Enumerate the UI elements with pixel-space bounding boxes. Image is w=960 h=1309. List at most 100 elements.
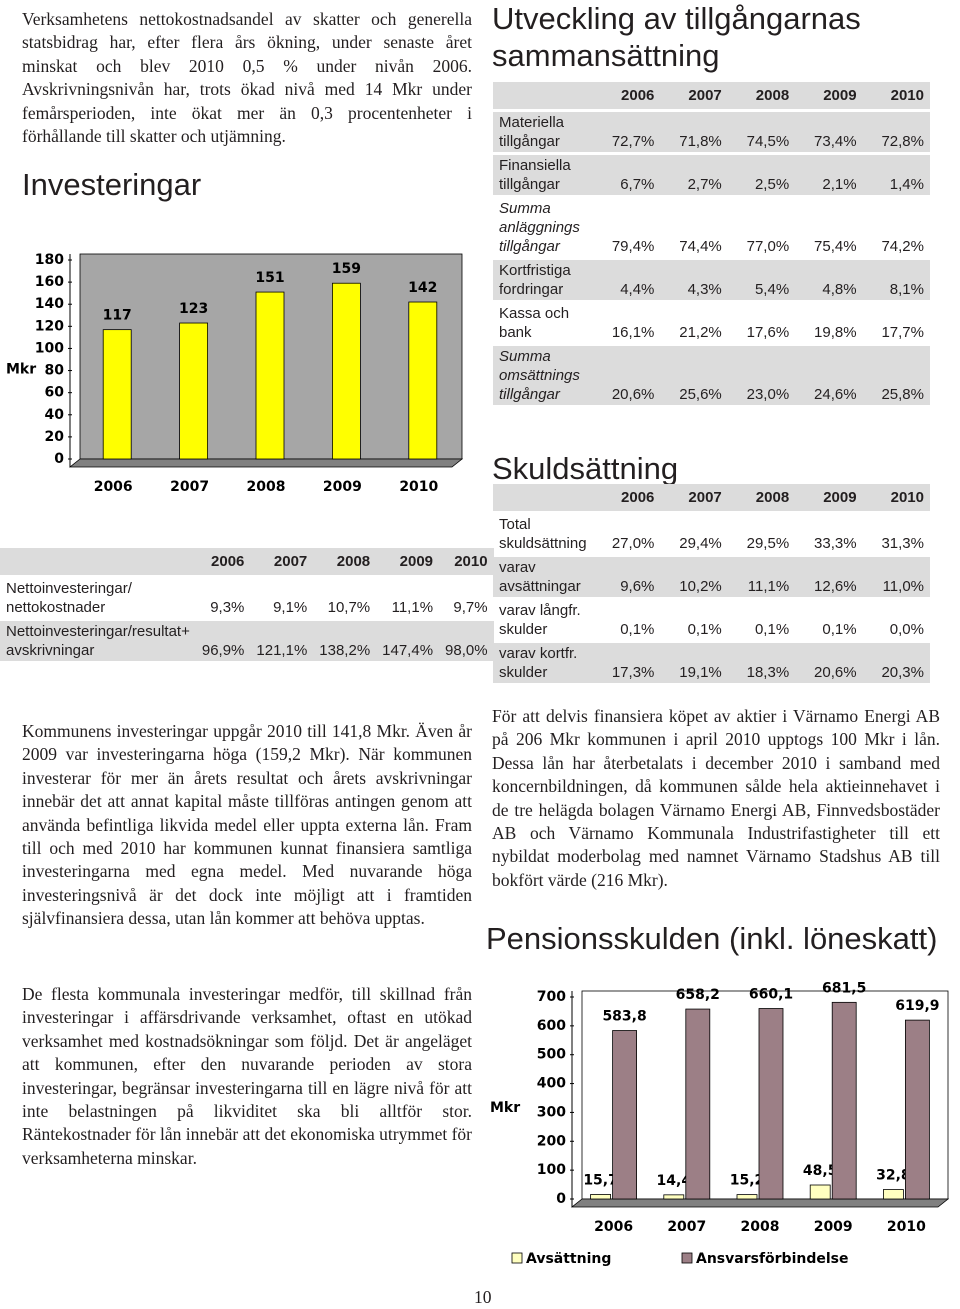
cell: 29,5% <box>746 535 790 552</box>
data-label: 48,5 <box>803 1163 838 1179</box>
bar <box>904 1019 930 1200</box>
header-cell <box>0 548 196 575</box>
data-label: 619,9 <box>895 998 939 1014</box>
bar <box>736 1194 758 1200</box>
page-number: 10 <box>474 1287 492 1307</box>
heading: Utveckling av tillgångarnas sammansättni… <box>492 1 861 73</box>
cell: 31,3% <box>881 535 924 552</box>
header-cell: 2008 <box>727 484 796 511</box>
table-row: varav avsättningar 9,6% 10,2% 11,1% 12,6% 11,… <box>493 557 930 597</box>
bar <box>590 1194 611 1200</box>
bar <box>758 1008 784 1200</box>
plot-floor <box>570 1198 950 1208</box>
cell: 2,7% <box>660 155 728 195</box>
header-row: 2006 2007 2008 2009 2010 <box>0 548 494 575</box>
table: 2006 2007 2008 2009 2010 Nettoinvesteringar/ … <box>0 545 494 664</box>
header-cell: 2006 <box>195 548 251 575</box>
bar <box>809 1184 831 1200</box>
table-row: Summa omsättnings tillgångar 20,6% 25,6% 23… <box>493 346 930 405</box>
bar <box>331 282 361 460</box>
row-label: Total skuldsättning <box>499 516 587 552</box>
legend-swatch <box>511 1252 523 1264</box>
paragraph: De flesta kommunala investeringar medför… <box>22 984 473 1168</box>
cell: 6,7% <box>593 155 661 195</box>
cell: 25,6% <box>660 346 728 405</box>
y-tick-label: 0 <box>556 1191 566 1207</box>
table-row: Summa anläggnings tillgångar 79,4% 74,4% 77… <box>493 198 930 257</box>
cell: 17,6% <box>746 324 790 341</box>
x-tick-label: 2010 <box>399 479 438 495</box>
y-tick-label: 100 <box>537 1162 566 1178</box>
cell: 27,0% <box>611 535 655 552</box>
cell: 0,1% <box>754 621 790 638</box>
cell: 147,4% <box>376 621 440 661</box>
cell: 21,2% <box>679 324 722 341</box>
cell: 138,2% <box>313 621 377 661</box>
header-cell: 2007 <box>660 82 728 109</box>
bar <box>612 1030 637 1200</box>
header-cell <box>493 484 593 511</box>
cell: 0,1% <box>620 621 655 638</box>
bar <box>179 322 209 460</box>
row-label: varav långfr. skulder <box>499 602 581 638</box>
table-row: varav långfr. skulder 0,1% 0,1% 0,1% 0,1% 0,0… <box>493 600 930 640</box>
table-row: Nettoinvesteringar/resultat+ avskrivning… <box>0 621 494 661</box>
y-tick-label: 80 <box>45 363 65 379</box>
x-tick-label: 2008 <box>741 1219 780 1235</box>
cell: 75,4% <box>814 238 857 255</box>
x-tick-label: 2006 <box>94 479 133 495</box>
data-label: 151 <box>255 270 284 286</box>
legend-label: Ansvarsförbindelse <box>696 1251 849 1267</box>
cell: 4,3% <box>660 260 728 300</box>
y-tick-label: 100 <box>35 340 64 356</box>
paragraph: Verksamhetens nettokostnadsandel av skat… <box>22 9 472 147</box>
cell: 98,0% <box>439 621 494 661</box>
header-cell <box>493 82 593 109</box>
table-row: Finansiella tillgångar 6,7% 2,7% 2,5% 2,1% 1,… <box>493 155 930 195</box>
cell: 74,4% <box>679 238 722 255</box>
cell: 16,1% <box>611 324 655 341</box>
cell: 71,8% <box>660 112 728 152</box>
cell: 8,1% <box>862 260 930 300</box>
table: 2006 2007 2008 2009 2010 Materiella tillgånga… <box>493 79 930 408</box>
header-cell: 2008 <box>313 548 377 575</box>
header-cell: 2009 <box>376 548 440 575</box>
x-tick-label: 2010 <box>887 1219 926 1235</box>
cell: 2,1% <box>795 155 863 195</box>
table-row: Materiella tillgångar 72,7% 71,8% 74,5% 73,4… <box>493 112 930 152</box>
data-label: 15,2 <box>730 1173 765 1189</box>
cell: 20,3% <box>862 643 930 683</box>
x-tick-label: 2007 <box>667 1219 706 1235</box>
header-cell: 2007 <box>250 548 314 575</box>
header-row: 2006 2007 2008 2009 2010 <box>493 82 930 109</box>
table-row: Kortfristiga fordringar 4,4% 4,3% 5,4% 4,8% 8… <box>493 260 930 300</box>
row-label: Summa omsättnings tillgångar <box>493 346 593 405</box>
data-label: 123 <box>179 301 208 317</box>
plot-floor <box>68 458 464 468</box>
header-cell: 2006 <box>593 82 661 109</box>
table-row: Kassa och bank 16,1% 21,2% 17,6% 19,8% 17,7% <box>493 303 930 343</box>
cell: 25,8% <box>862 346 930 405</box>
cell: 2,5% <box>727 155 796 195</box>
cell: 9,1% <box>273 599 308 616</box>
header-cell: 2010 <box>439 548 494 575</box>
cell: 19,1% <box>660 643 728 683</box>
y-tick-label: 120 <box>35 318 64 334</box>
table-row: Total skuldsättning 27,0% 29,4% 29,5% 33,3% 3… <box>493 514 930 554</box>
data-label: 681,5 <box>822 980 866 996</box>
cell: 11,0% <box>862 557 930 597</box>
heading: Skuldsättning <box>492 451 679 486</box>
row-label: Finansiella tillgångar <box>493 155 593 195</box>
y-tick-label: 20 <box>45 429 65 445</box>
bar <box>831 1001 857 1200</box>
header-cell: 2008 <box>727 82 796 109</box>
row-label: Nettoinvesteringar/resultat+ avskrivning… <box>0 621 196 661</box>
y-tick-label: 300 <box>537 1104 566 1120</box>
bar <box>882 1189 904 1200</box>
row-label: Kortfristiga fordringar <box>493 260 593 300</box>
cell: 74,5% <box>727 112 796 152</box>
cell: 5,4% <box>727 260 796 300</box>
cell: 74,2% <box>881 238 924 255</box>
data-label: 583,8 <box>602 1009 646 1025</box>
cell: 10,2% <box>660 557 728 597</box>
